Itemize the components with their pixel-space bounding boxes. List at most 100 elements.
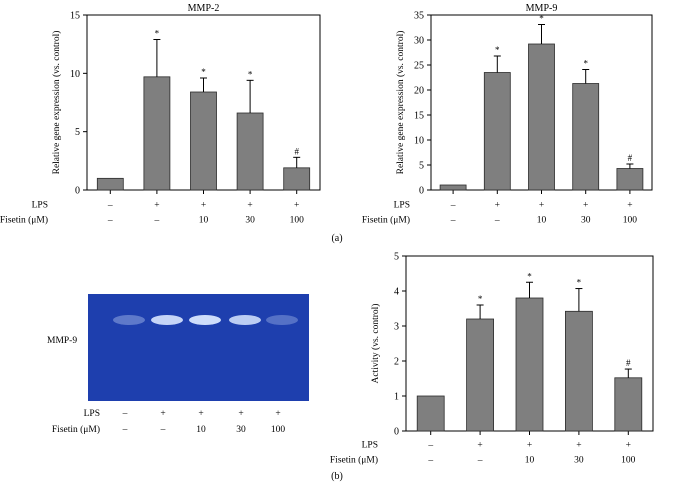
gel-band <box>266 315 298 325</box>
y-tick-label: 5 <box>75 127 80 138</box>
panel-label-b: (b) <box>331 471 343 482</box>
y-tick-label: 1 <box>394 392 399 403</box>
fisetin-condition: – <box>427 456 433 466</box>
y-tick-label: 0 <box>419 186 424 197</box>
fisetin-condition: 100 <box>290 216 305 226</box>
fisetin-condition: – <box>450 216 456 226</box>
fisetin-condition: 30 <box>574 456 584 466</box>
bar <box>416 395 445 432</box>
fisetin-condition: 10 <box>199 216 209 226</box>
y-tick-label: 30 <box>414 36 424 47</box>
lps-condition: + <box>626 441 631 451</box>
fisetin-condition: 100 <box>621 456 636 466</box>
y-tick-label: 4 <box>394 287 399 298</box>
lps-condition: + <box>539 201 544 211</box>
lps-condition: – <box>427 441 433 451</box>
bar <box>190 91 217 191</box>
y-tick-label: 10 <box>70 69 80 80</box>
significance-marker: * <box>478 294 483 304</box>
bar <box>616 168 644 191</box>
lps-condition: + <box>247 201 252 211</box>
bar <box>96 177 124 191</box>
fisetin-row-label: Fisetin (μM) <box>362 215 410 226</box>
significance-marker: * <box>201 67 206 77</box>
mmp9-chart: 0 5 10 15 20 25 30 35 Relative gene expression (… <box>362 3 653 226</box>
gel-band <box>151 315 183 325</box>
lps-condition: – <box>450 201 456 211</box>
gel-band <box>189 315 221 325</box>
significance-marker: # <box>294 146 299 156</box>
significance-marker: * <box>583 59 588 69</box>
gel-conditions: – + + + + – – 10 30 100 <box>122 409 286 435</box>
y-tick-label: 15 <box>414 111 424 122</box>
chart-title: MMP-9 <box>526 3 558 14</box>
y-tick-label: 35 <box>414 11 424 22</box>
gel-fisetin-condition: 10 <box>196 425 206 435</box>
lps-condition: + <box>627 201 632 211</box>
gel-fisetin-label: Fisetin (μM) <box>52 424 100 435</box>
fisetin-condition: 30 <box>245 216 255 226</box>
gel-image <box>88 294 309 401</box>
significance-marker: * <box>527 271 532 281</box>
lps-condition: + <box>154 201 159 211</box>
fisetin-condition: – <box>494 216 500 226</box>
bar <box>572 83 600 191</box>
bar <box>565 310 593 432</box>
lps-condition: + <box>583 201 588 211</box>
bar <box>143 76 171 191</box>
bar <box>483 72 511 191</box>
fisetin-row-label: Fisetin (μM) <box>0 215 48 226</box>
significance-marker: * <box>155 29 160 39</box>
chart-title: MMP-2 <box>188 3 220 14</box>
y-tick-label: 5 <box>419 161 424 172</box>
fisetin-condition: – <box>107 216 113 226</box>
lps-condition: + <box>477 441 482 451</box>
lps-condition: + <box>495 201 500 211</box>
gel-band <box>229 315 261 325</box>
lps-condition: + <box>201 201 206 211</box>
gel-lps-condition: – <box>122 409 128 419</box>
lps-condition: + <box>527 441 532 451</box>
gel-lps-condition: + <box>198 409 203 419</box>
gel-bands <box>113 315 298 325</box>
y-axis-label: Relative gene expression (vs. control) <box>395 31 406 175</box>
lps-condition: + <box>576 441 581 451</box>
y-tick-label: 5 <box>394 252 399 263</box>
significance-marker: * <box>495 45 500 55</box>
activity-chart: 0 1 2 3 4 5 Activity (vs. control) * * * # LPS Fiset… <box>330 252 654 466</box>
lps-row-label: LPS <box>32 201 48 211</box>
gel-fisetin-condition: – <box>122 425 128 435</box>
y-axis-label: Activity (vs. control) <box>370 304 381 384</box>
lps-row-label: LPS <box>394 201 410 211</box>
panel-label-a: (a) <box>331 233 342 244</box>
bar <box>236 112 264 191</box>
lps-row-label: LPS <box>362 441 378 451</box>
gel-label: MMP-9 <box>47 336 77 346</box>
bar <box>528 43 555 191</box>
gel-lps-condition: + <box>238 409 243 419</box>
y-axis-label: Relative gene expression (vs. control) <box>51 31 62 175</box>
lps-condition: – <box>107 201 113 211</box>
gel-background <box>88 294 309 401</box>
significance-marker: # <box>626 358 631 368</box>
fisetin-condition: – <box>477 456 483 466</box>
y-tick-label: 3 <box>394 322 399 333</box>
significance-marker: * <box>577 278 582 288</box>
y-tick-label: 0 <box>75 186 80 197</box>
y-tick-label: 10 <box>414 136 424 147</box>
bar <box>439 184 467 191</box>
bar <box>614 377 643 432</box>
significance-marker: # <box>628 153 633 163</box>
fisetin-condition: 10 <box>525 456 535 466</box>
significance-marker: * <box>248 69 253 79</box>
y-tick-label: 0 <box>394 427 399 438</box>
y-tick-label: 20 <box>414 86 424 97</box>
gel-band <box>113 315 145 325</box>
y-tick-label: 2 <box>394 357 399 368</box>
significance-marker: * <box>539 14 544 24</box>
fisetin-condition: 10 <box>537 216 547 226</box>
fisetin-condition: 100 <box>623 216 638 226</box>
gel-fisetin-condition: 30 <box>236 425 246 435</box>
gel-fisetin-condition: – <box>160 425 166 435</box>
